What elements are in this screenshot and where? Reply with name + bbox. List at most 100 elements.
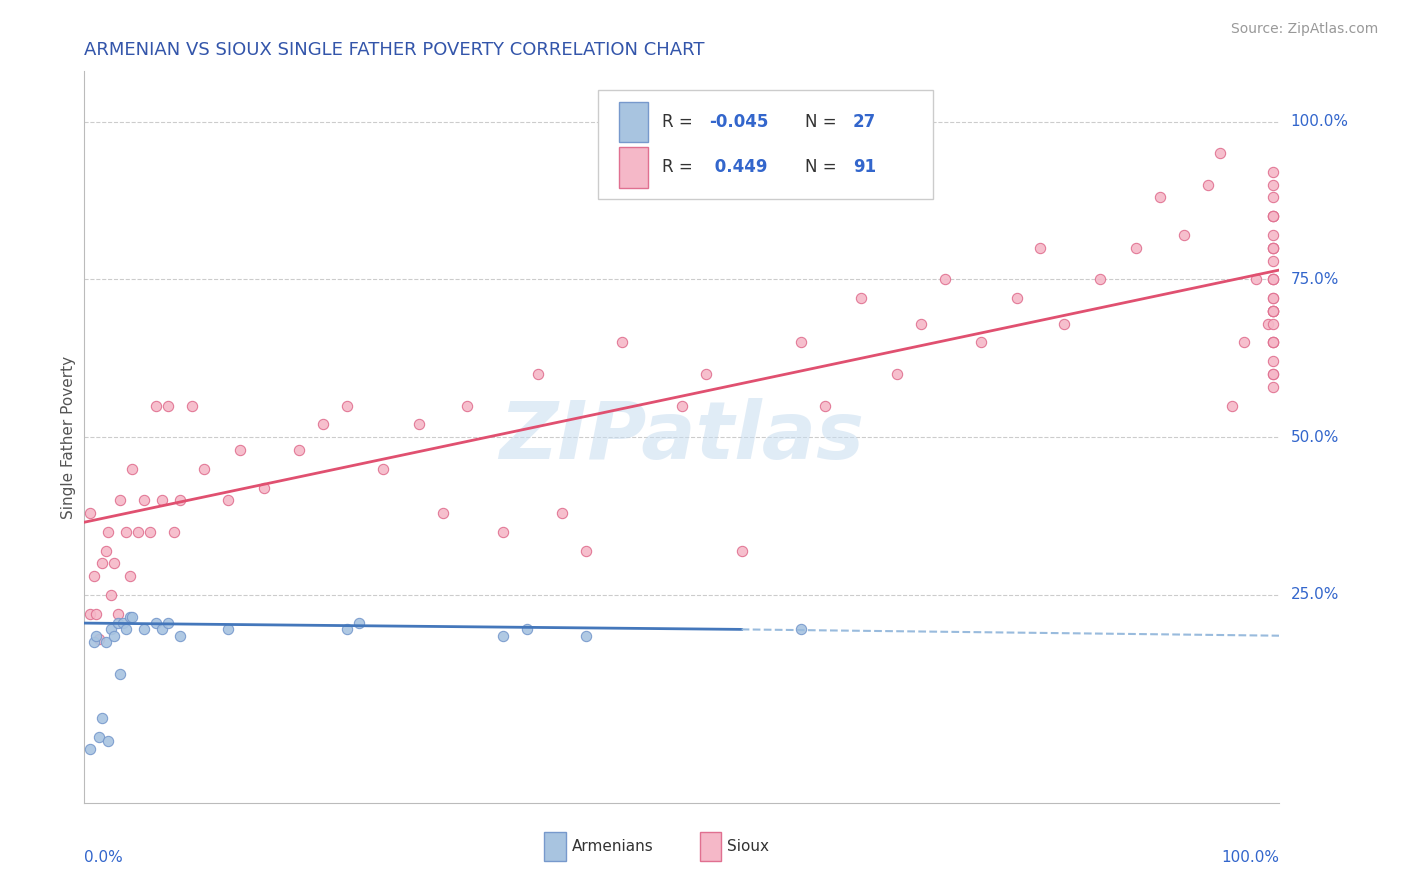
Point bbox=[132, 493, 156, 508]
Point bbox=[217, 623, 239, 637]
Point bbox=[169, 493, 191, 508]
Point bbox=[1263, 272, 1285, 286]
Point bbox=[731, 543, 754, 558]
Point bbox=[107, 607, 129, 621]
Point bbox=[1263, 379, 1285, 393]
Point bbox=[79, 742, 101, 756]
Point bbox=[110, 493, 132, 508]
Point bbox=[1263, 272, 1285, 286]
Text: 91: 91 bbox=[853, 158, 876, 176]
Point bbox=[100, 623, 122, 637]
Point bbox=[157, 399, 180, 413]
Point bbox=[970, 335, 993, 350]
Point bbox=[150, 623, 173, 637]
Point bbox=[1263, 241, 1285, 255]
Point bbox=[1263, 272, 1285, 286]
Point bbox=[103, 556, 125, 570]
Point bbox=[157, 616, 180, 631]
Point bbox=[1263, 291, 1285, 305]
Point bbox=[575, 629, 598, 643]
Point bbox=[288, 442, 311, 457]
Point bbox=[1173, 228, 1195, 243]
Point bbox=[1263, 228, 1285, 243]
Point bbox=[121, 609, 143, 624]
Text: 25.0%: 25.0% bbox=[1291, 587, 1339, 602]
Text: 100.0%: 100.0% bbox=[1291, 114, 1348, 129]
Point bbox=[107, 616, 129, 631]
Point bbox=[139, 524, 162, 539]
Point bbox=[910, 317, 932, 331]
Text: 27: 27 bbox=[853, 113, 876, 131]
Point bbox=[169, 629, 191, 643]
Point bbox=[1263, 335, 1285, 350]
Point bbox=[1263, 210, 1285, 224]
Point bbox=[150, 493, 173, 508]
Point bbox=[1005, 291, 1028, 305]
Point bbox=[1220, 399, 1243, 413]
Point bbox=[1053, 317, 1076, 331]
FancyBboxPatch shape bbox=[619, 103, 648, 143]
Point bbox=[790, 623, 813, 637]
FancyBboxPatch shape bbox=[544, 832, 567, 862]
Point bbox=[349, 616, 371, 631]
Point bbox=[1090, 272, 1112, 286]
Point bbox=[432, 506, 454, 520]
Point bbox=[336, 623, 359, 637]
Point bbox=[1263, 367, 1285, 381]
Text: 100.0%: 100.0% bbox=[1222, 850, 1279, 865]
Point bbox=[127, 524, 149, 539]
Point bbox=[121, 461, 143, 475]
Point bbox=[1263, 210, 1285, 224]
Point bbox=[1263, 178, 1285, 192]
Point bbox=[79, 607, 101, 621]
Y-axis label: Single Father Poverty: Single Father Poverty bbox=[60, 356, 76, 518]
Point bbox=[1263, 304, 1285, 318]
Point bbox=[111, 616, 134, 631]
Point bbox=[253, 481, 276, 495]
FancyBboxPatch shape bbox=[700, 832, 721, 862]
Point bbox=[612, 335, 634, 350]
Point bbox=[527, 367, 550, 381]
Point bbox=[1197, 178, 1219, 192]
Point bbox=[1263, 241, 1285, 255]
Point bbox=[193, 461, 215, 475]
Text: R =: R = bbox=[662, 158, 697, 176]
Point bbox=[118, 609, 141, 624]
Point bbox=[456, 399, 478, 413]
Point bbox=[86, 629, 108, 643]
Point bbox=[118, 569, 141, 583]
Point bbox=[934, 272, 956, 286]
Point bbox=[181, 399, 204, 413]
Point bbox=[1125, 241, 1147, 255]
Text: Sioux: Sioux bbox=[727, 839, 769, 855]
Point bbox=[1263, 304, 1285, 318]
Point bbox=[1263, 210, 1285, 224]
Point bbox=[1244, 272, 1267, 286]
Point bbox=[115, 524, 138, 539]
Point bbox=[110, 666, 132, 681]
FancyBboxPatch shape bbox=[619, 147, 648, 187]
Point bbox=[87, 632, 110, 646]
Point bbox=[103, 629, 125, 643]
Point bbox=[97, 734, 120, 748]
Point bbox=[1263, 304, 1285, 318]
Point bbox=[1149, 190, 1171, 204]
Text: ZIPatlas: ZIPatlas bbox=[499, 398, 865, 476]
Point bbox=[492, 629, 515, 643]
Point bbox=[83, 569, 105, 583]
Point bbox=[1263, 165, 1285, 179]
Point bbox=[312, 417, 335, 432]
Point bbox=[145, 616, 167, 631]
Point bbox=[408, 417, 430, 432]
Point bbox=[1263, 335, 1285, 350]
Point bbox=[1263, 367, 1285, 381]
Point bbox=[1209, 146, 1232, 161]
Point bbox=[83, 635, 105, 649]
Point bbox=[1263, 317, 1285, 331]
Point bbox=[695, 367, 717, 381]
Point bbox=[1263, 291, 1285, 305]
Point bbox=[86, 607, 108, 621]
Text: N =: N = bbox=[806, 113, 842, 131]
Point bbox=[1029, 241, 1052, 255]
Point bbox=[1257, 317, 1279, 331]
